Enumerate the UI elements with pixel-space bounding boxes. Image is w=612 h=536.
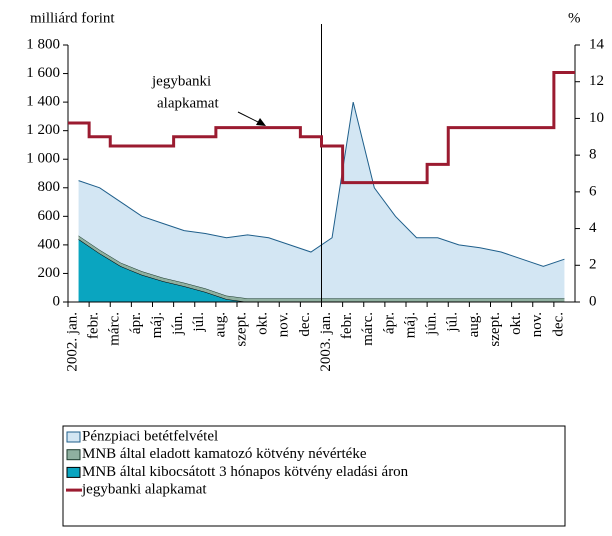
annotation: jegybanki bbox=[151, 73, 211, 89]
legend-label: Pénzpiaci betétfelvétel bbox=[82, 428, 218, 444]
x-tick-label: máj. bbox=[149, 312, 165, 338]
y2-tick-label: 0 bbox=[589, 293, 597, 309]
x-tick-label: 2002. jan. bbox=[64, 312, 80, 372]
y2-tick-label: 6 bbox=[589, 183, 597, 199]
x-tick-label: ápr. bbox=[381, 312, 397, 334]
x-tick-label: febr. bbox=[339, 312, 355, 339]
y-tick-label: 800 bbox=[38, 179, 61, 195]
legend-box bbox=[62, 425, 566, 527]
x-tick-label: nov. bbox=[529, 312, 545, 337]
x-tick-label: márc. bbox=[360, 312, 376, 346]
y2-tick-label: 12 bbox=[589, 73, 604, 89]
x-tick-label: okt. bbox=[508, 312, 524, 335]
y-tick-label: 1 600 bbox=[26, 65, 60, 81]
x-tick-label: márc. bbox=[107, 312, 123, 346]
area bbox=[78, 239, 565, 302]
y-axis-label: milliárd forint bbox=[30, 10, 115, 26]
x-tick-label: aug. bbox=[212, 312, 228, 337]
x-tick-label: 2003. jan. bbox=[318, 312, 334, 372]
annotation-arrowhead bbox=[256, 118, 266, 126]
area bbox=[78, 102, 565, 299]
y2-tick-label: 2 bbox=[589, 257, 597, 273]
x-tick-label: ápr. bbox=[128, 312, 144, 334]
x-tick-label: dec. bbox=[550, 312, 566, 337]
y2-tick-label: 14 bbox=[589, 36, 605, 52]
x-tick-label: nov. bbox=[276, 312, 292, 337]
y-tick-label: 1 200 bbox=[26, 122, 60, 138]
legend-label: MNB által kibocsátott 3 hónapos kötvény … bbox=[82, 464, 409, 480]
x-tick-label: jún. bbox=[424, 312, 440, 336]
y2-axis-label: % bbox=[568, 10, 581, 26]
y-tick-label: 1 400 bbox=[26, 94, 60, 110]
legend-swatch bbox=[66, 449, 81, 461]
x-tick-label: aug. bbox=[466, 312, 482, 337]
x-tick-label: febr. bbox=[86, 312, 102, 339]
y-tick-label: 1 800 bbox=[26, 36, 60, 52]
x-tick-label: szept. bbox=[233, 312, 249, 347]
x-tick-label: jún. bbox=[170, 312, 186, 336]
x-tick-label: okt. bbox=[255, 312, 271, 335]
legend-label: jegybanki alapkamat bbox=[81, 482, 207, 498]
y2-tick-label: 8 bbox=[589, 147, 597, 163]
y-tick-label: 600 bbox=[38, 208, 61, 224]
x-tick-label: máj. bbox=[402, 312, 418, 338]
legend-swatch bbox=[66, 431, 81, 443]
legend-swatch bbox=[66, 466, 81, 478]
x-tick-label: dec. bbox=[297, 312, 313, 337]
y-tick-label: 200 bbox=[38, 265, 61, 281]
rate-line bbox=[68, 71, 575, 185]
x-tick-label: júl. bbox=[445, 312, 461, 333]
y-tick-label: 0 bbox=[53, 293, 61, 309]
y2-tick-label: 4 bbox=[589, 220, 597, 236]
x-tick-label: júl. bbox=[191, 312, 207, 333]
y-tick-label: 400 bbox=[38, 236, 61, 252]
legend-label: MNB által eladott kamatozó kötvény névér… bbox=[82, 446, 367, 462]
y2-tick-label: 10 bbox=[589, 110, 604, 126]
y-tick-label: 1 000 bbox=[26, 151, 60, 167]
annotation: alapkamat bbox=[157, 95, 219, 111]
x-tick-label: szept. bbox=[487, 312, 503, 347]
